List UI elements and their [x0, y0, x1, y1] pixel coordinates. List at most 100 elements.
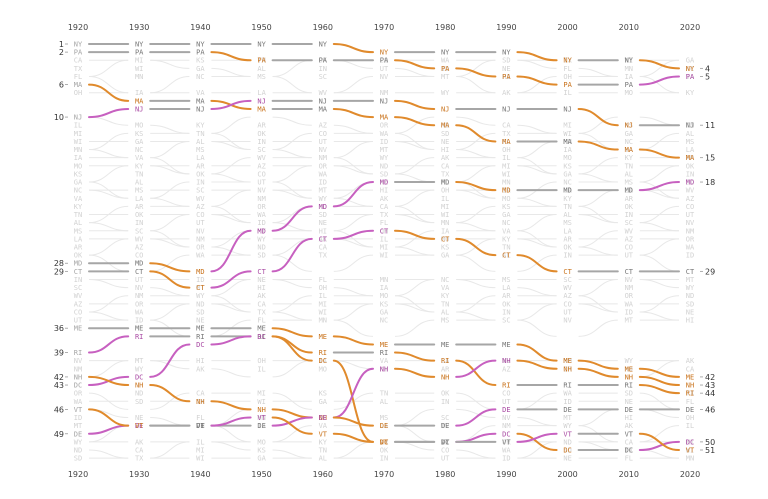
faded-state-label: WA [380, 130, 389, 138]
faded-state-label: KY [686, 89, 695, 97]
faded-state-label: MS [625, 179, 633, 187]
faded-state-line [517, 59, 557, 69]
faded-state-line [211, 368, 251, 378]
faded-state-label: MN [686, 455, 694, 463]
faded-state-label: AZ [625, 235, 633, 243]
faded-state-label: ID [380, 138, 388, 146]
state-label-dc: DC [625, 447, 633, 455]
series-line-nh [210, 400, 252, 411]
faded-state-label: WY [196, 292, 205, 300]
series-line-ri [394, 351, 436, 362]
faded-state-label: ND [257, 244, 265, 252]
faded-state-label: FL [74, 73, 82, 81]
state-label-ma: MA [74, 81, 83, 89]
state-label-dc: DC [74, 382, 82, 390]
series-line-ct [210, 270, 252, 289]
end-rank-dc: 50 [705, 438, 715, 447]
state-label-ri: RI [625, 382, 633, 390]
year-tick-label: 1990 [496, 23, 516, 32]
state-label-me: ME [625, 365, 633, 373]
state-label-me: ME [686, 373, 694, 381]
faded-state-label: IN [441, 398, 449, 406]
faded-state-label: CA [196, 390, 205, 398]
faded-state-label: HI [135, 422, 143, 430]
faded-state-line [272, 75, 312, 94]
faded-state-label: OR [74, 390, 83, 398]
faded-state-label: WY [441, 89, 450, 97]
faded-state-line [456, 59, 496, 77]
state-label-nj: NJ [380, 97, 388, 105]
faded-state-label: MN [74, 146, 82, 154]
faded-state-label: NC [319, 414, 327, 422]
faded-state-label: AL [74, 219, 82, 227]
faded-state-label: GA [563, 170, 572, 178]
faded-state-line [88, 222, 129, 232]
faded-state-label: TX [196, 398, 205, 406]
faded-states-layer: CA MI KS TN OK CO WA SD TX WI GA TX WI GA AL IN UT ID NE FL… [74, 57, 695, 463]
faded-state-label: CA [319, 244, 328, 252]
faded-state-line [211, 441, 251, 451]
faded-state-label: WV [686, 187, 695, 195]
faded-state-label: CO [625, 244, 633, 252]
faded-state-label: OK [563, 244, 572, 252]
faded-state-label: ID [563, 398, 571, 406]
state-label-ri: RI [380, 349, 388, 357]
faded-state-label: NM [380, 89, 388, 97]
state-label-nj: NJ [135, 105, 143, 113]
faded-state-label: MO [625, 89, 633, 97]
faded-state-label: AR [563, 235, 572, 243]
faded-state-label: UT [135, 276, 144, 284]
state-label-nj: NJ [196, 105, 204, 113]
state-label-ct: CT [319, 235, 328, 243]
faded-state-label: IL [686, 422, 694, 430]
faded-state-label: UT [196, 219, 205, 227]
faded-state-line [88, 311, 129, 321]
highlight-lines-layer [88, 42, 680, 452]
faded-state-label: MS [380, 414, 388, 422]
faded-state-label: KS [441, 244, 449, 252]
end-rank-de: 46 [705, 405, 715, 414]
faded-state-label: IA [135, 89, 144, 97]
year-tick-label: 1960 [313, 470, 333, 479]
faded-state-label: FL [319, 276, 327, 284]
faded-state-label: MS [135, 187, 143, 195]
series-line-md [455, 181, 497, 192]
faded-state-label: AK [319, 235, 328, 243]
faded-state-label: HI [380, 187, 388, 195]
state-label-md: MD [441, 179, 449, 187]
faded-state-line [333, 59, 374, 69]
state-label-ct: CT [441, 235, 450, 243]
faded-state-label: OK [135, 211, 144, 219]
state-label-md: MD [257, 227, 265, 235]
faded-state-label: ID [135, 317, 143, 325]
faded-state-label: AR [74, 244, 83, 252]
year-tick-label: 1960 [313, 23, 333, 32]
state-label-dc: DC [502, 430, 510, 438]
faded-state-label: NC [135, 146, 143, 154]
faded-state-label: GA [74, 179, 83, 187]
faded-state-label: VA [196, 89, 205, 97]
faded-state-label: IN [74, 276, 82, 284]
faded-state-label: TN [135, 170, 143, 178]
series-line-dc [516, 432, 558, 451]
start-rank-ny: 1 [59, 40, 64, 49]
faded-state-line [150, 287, 190, 297]
start-rank-ct: 29 [54, 267, 64, 276]
faded-state-line [517, 197, 557, 207]
faded-state-label: MI [380, 244, 388, 252]
faded-state-label: WI [686, 447, 694, 455]
start-rank-pa: 2 [59, 48, 64, 57]
faded-state-line [333, 214, 374, 232]
state-label-dc: DC [196, 341, 204, 349]
faded-state-line [456, 165, 496, 183]
faded-state-label: WI [441, 211, 449, 219]
faded-state-line [639, 254, 680, 272]
faded-state-label: MT [74, 422, 83, 430]
faded-state-label: OH [319, 284, 327, 292]
series-line-ma [577, 140, 619, 151]
faded-state-label: GA [196, 65, 205, 73]
faded-state-label: NE [257, 276, 265, 284]
faded-state-line [150, 197, 190, 207]
faded-state-label: AK [441, 154, 450, 162]
